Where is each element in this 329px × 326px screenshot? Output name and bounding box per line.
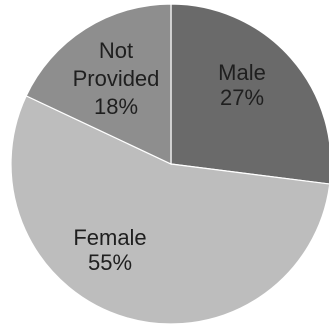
pie-slice-female — [10, 95, 329, 325]
pie-slice-label: Male 27% — [218, 60, 266, 110]
pie-slice-label: Female 55% — [73, 225, 146, 275]
pie-slice-not-provided — [25, 3, 172, 165]
slice-label-line: Not — [99, 38, 133, 63]
label-layer: Male 27% Female 55% Not Provided 18% — [73, 38, 266, 275]
slice-label-line: Provided — [73, 66, 160, 91]
slice-label-line: Male — [218, 60, 266, 85]
slice-percent-text: 27% — [220, 85, 264, 110]
pie-slice-male — [170, 3, 329, 185]
slice-percent-text: 55% — [88, 250, 132, 275]
slice-layer — [10, 3, 329, 325]
slice-label-line: Female — [73, 225, 146, 250]
pie-slice-label: Not Provided 18% — [73, 38, 160, 119]
slice-percent-text: 18% — [94, 94, 138, 119]
